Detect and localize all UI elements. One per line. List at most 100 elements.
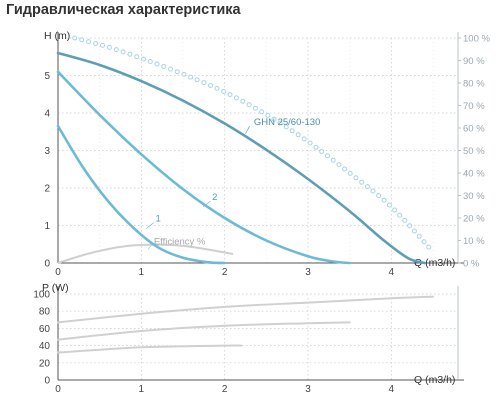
pump-curve-model bbox=[56, 51, 426, 265]
x-tick-label: 3 bbox=[305, 267, 311, 278]
dotted-curve-point bbox=[100, 42, 105, 48]
dotted-curve-point bbox=[364, 184, 370, 190]
dotted-curve-point bbox=[271, 116, 277, 122]
dotted-curve-point bbox=[386, 202, 392, 208]
x-tick-label: 4 bbox=[389, 384, 395, 395]
dotted-curve-point bbox=[161, 64, 167, 69]
y2-tick-label: 30 % bbox=[463, 191, 485, 202]
dotted-curve-point bbox=[227, 92, 233, 98]
dotted-curve-point bbox=[416, 233, 422, 239]
y2-tick-label: 10 % bbox=[463, 236, 485, 247]
curve-label-efficiency: Efficiency % bbox=[154, 236, 206, 247]
dotted-curve-point bbox=[168, 66, 173, 72]
dotted-curve-point bbox=[319, 149, 325, 154]
dotted-curve-point bbox=[246, 102, 252, 108]
dotted-curve-point bbox=[141, 56, 146, 62]
dotted-curve-point bbox=[277, 120, 283, 126]
y-tick-label: 40 bbox=[39, 341, 51, 352]
dotted-curve-point bbox=[347, 170, 353, 176]
y-tick-label: 80 bbox=[39, 307, 51, 318]
dotted-curve-point bbox=[174, 69, 180, 75]
dotted-curve-point bbox=[283, 124, 289, 130]
dotted-curve-path bbox=[75, 38, 433, 252]
dotted-curve-point bbox=[127, 51, 133, 57]
x-tick-label: 2 bbox=[222, 384, 228, 395]
x-tick-label: 1 bbox=[139, 384, 145, 395]
pump-curve-1 bbox=[56, 124, 226, 265]
dotted-curve-point bbox=[342, 166, 348, 172]
dotted-curve-point bbox=[330, 157, 336, 163]
y2-tick-label: 20 % bbox=[463, 214, 485, 225]
dotted-curve-point bbox=[221, 89, 227, 94]
y2-tick-label: 40 % bbox=[463, 169, 485, 180]
x-tick-label: 3 bbox=[305, 384, 311, 395]
x-axis-label: Q (m3/h) bbox=[414, 257, 455, 269]
dotted-curve-point bbox=[259, 109, 265, 115]
page-title: Гидравлическая характеристика bbox=[6, 2, 241, 18]
dotted-curve-point bbox=[201, 80, 207, 86]
y-tick-label: 0 bbox=[44, 259, 50, 270]
dotted-curve-point bbox=[93, 41, 99, 46]
dotted-curve-point bbox=[289, 128, 295, 134]
y2-tick-label: 70 % bbox=[463, 101, 485, 112]
y-axis-label: H (m) bbox=[44, 30, 70, 42]
dotted-curve-point bbox=[313, 144, 319, 150]
y-axis-label: P (W) bbox=[42, 282, 69, 294]
y2-tick-label: 90 % bbox=[463, 56, 485, 67]
dotted-curve-point bbox=[402, 217, 408, 223]
dotted-curve-point bbox=[154, 61, 160, 67]
dotted-curve-point bbox=[240, 98, 246, 104]
label-leader bbox=[245, 125, 250, 134]
dotted-curve-point bbox=[295, 132, 301, 138]
dotted-curve-point bbox=[134, 54, 140, 60]
dotted-curve-point bbox=[181, 71, 187, 77]
label-leader bbox=[147, 245, 152, 250]
y-tick-label: 4 bbox=[44, 109, 50, 120]
dotted-curve-point bbox=[307, 140, 313, 146]
y-tick-label: 3 bbox=[44, 146, 50, 157]
dotted-curve-point bbox=[72, 35, 78, 41]
x-axis-label: Q (m3/h) bbox=[414, 374, 455, 386]
y2-tick-label: 60 % bbox=[463, 124, 485, 135]
y-tick-label: 0 bbox=[44, 376, 50, 387]
power-curve-3 bbox=[57, 344, 243, 354]
dotted-curve-point bbox=[411, 228, 417, 234]
dotted-curve-point bbox=[353, 175, 359, 181]
dotted-curve-point bbox=[106, 44, 112, 50]
curve-label-1: 1 bbox=[156, 214, 161, 225]
dotted-curve-point bbox=[252, 105, 258, 111]
dotted-curve-point bbox=[336, 162, 342, 168]
dotted-curve-point bbox=[397, 212, 403, 218]
y-tick-label: 20 bbox=[39, 358, 51, 369]
dotted-curve-point bbox=[421, 239, 427, 245]
dotted-curve-point bbox=[359, 179, 365, 185]
label-leader bbox=[202, 200, 211, 208]
dotted-curve-point bbox=[265, 112, 271, 118]
label-leader bbox=[146, 222, 155, 229]
dotted-curve-point bbox=[301, 136, 307, 142]
dotted-curve-point bbox=[113, 47, 119, 53]
x-tick-label: 0 bbox=[55, 267, 61, 278]
x-tick-label: 1 bbox=[139, 267, 145, 278]
power-curve-1 bbox=[57, 295, 434, 324]
dotted-curve-point bbox=[120, 49, 126, 55]
pump-curve-2 bbox=[56, 70, 351, 265]
power-curve-2 bbox=[57, 321, 351, 341]
y2-tick-label: 0 % bbox=[463, 259, 480, 270]
dotted-curve-point bbox=[325, 153, 330, 159]
dotted-curve-point bbox=[370, 188, 376, 194]
y-tick-label: 2 bbox=[44, 184, 50, 195]
y2-tick-label: 50 % bbox=[463, 146, 485, 157]
dotted-curve-point bbox=[233, 95, 239, 101]
y-tick-label: 100 bbox=[33, 290, 50, 301]
y2-tick-label: 100 % bbox=[463, 34, 490, 45]
efficiency-curve bbox=[57, 243, 234, 264]
dotted-curve-point bbox=[392, 207, 398, 213]
dotted-curve-point bbox=[147, 59, 153, 64]
dotted-curve-point bbox=[407, 223, 413, 229]
dotted-curve-point bbox=[214, 85, 220, 91]
y-tick-label: 60 bbox=[39, 324, 51, 335]
dotted-curve-point bbox=[426, 244, 432, 250]
dotted-curve-point bbox=[208, 83, 213, 88]
